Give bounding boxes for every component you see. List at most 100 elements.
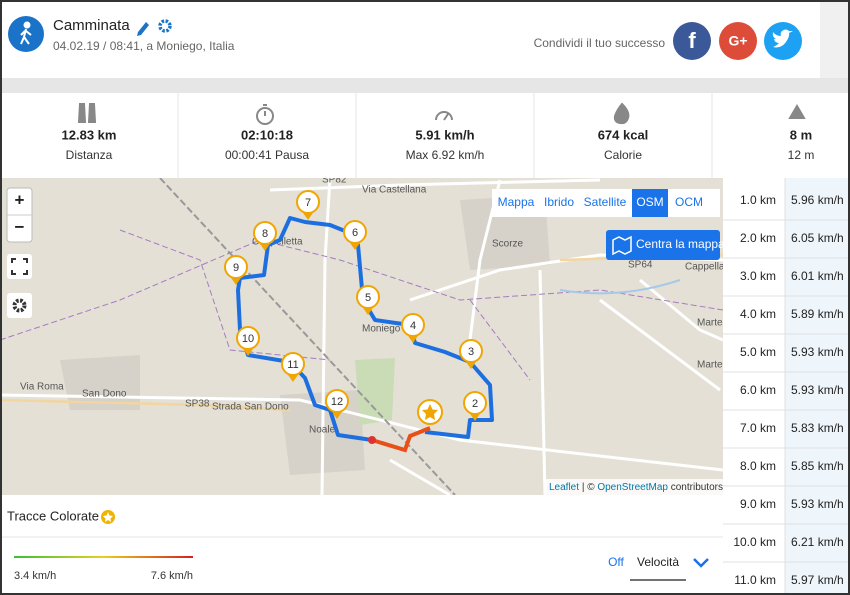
place-label: Scorze [492,239,524,250]
marker[interactable] [281,352,305,376]
title: Camminata [53,17,130,34]
layer-option[interactable]: OCM [675,195,703,209]
speed-column [785,178,850,595]
marker-label: 3 [468,346,474,358]
marker[interactable] [224,255,248,279]
marker[interactable] [296,190,320,214]
layer-option[interactable]: Satellite [584,195,627,209]
marker[interactable] [356,285,380,309]
split-distance: 7.0 km [740,421,776,435]
stat-icon [77,103,97,123]
split-speed: 5.89 km/h [791,307,844,321]
route-start [368,436,376,444]
marker[interactable] [236,326,260,350]
split-speed: 5.83 km/h [791,421,844,435]
split-distance: 6.0 km [740,383,776,397]
layer-option[interactable]: Ibrido [544,195,574,209]
share-label: Condividi il tuo successo [534,36,666,50]
zoom-out[interactable]: − [15,217,25,236]
layer-active [632,189,668,217]
boundaries [0,229,723,381]
marker-label: 7 [305,197,311,209]
max-speed: 7.6 km/h [151,570,193,582]
marker-label: 8 [262,228,268,240]
speed-gradient [14,556,193,558]
center-button[interactable] [606,230,720,260]
settings-button[interactable] [7,293,32,318]
place-label: Noale [309,425,336,436]
river [559,279,681,295]
place-label: San Dono [82,389,127,400]
marker-label: 2 [472,398,478,410]
marker[interactable] [343,220,367,244]
marker-label: 4 [410,320,416,332]
split-distance: 1.0 km [740,193,776,207]
place-label: Martello [697,360,733,371]
osm-link[interactable]: OpenStreetMap [597,482,668,493]
split-speed: 6.05 km/h [791,231,844,245]
leaflet-link[interactable]: Leaflet [549,482,579,493]
activity-icon [8,16,44,52]
marker[interactable] [253,221,277,245]
marker-label: 12 [331,396,343,408]
fullscreen-button[interactable] [7,254,32,279]
google-button[interactable] [719,22,757,60]
mode-option[interactable]: Velocità [637,555,679,569]
facebook-button[interactable] [673,22,711,60]
place-label: Martello [697,318,733,329]
attribution-bg [545,479,723,495]
split-distance: 3.0 km [740,269,776,283]
split-speed: 6.01 km/h [791,269,844,283]
marker[interactable] [459,339,483,363]
split-speed: 5.85 km/h [791,459,844,473]
dropdown[interactable] [693,558,709,568]
split-speed: 5.93 km/h [791,345,844,359]
stat-label: Calorie [604,148,642,162]
header-edge [820,0,850,78]
facebook-icon: f [688,28,696,53]
stat-value: 674 kcal [598,127,649,142]
map[interactable]: Scorze Cappelletta Moniego Noale San Don… [0,175,733,495]
stat-value: 02:10:18 [241,127,293,142]
marker-label: 9 [233,262,239,274]
stat-icon [788,104,806,119]
split-distance: 2.0 km [740,231,776,245]
attribution-sep: | © [582,482,595,493]
place-label: Via Castellana [362,185,427,196]
marker-label: 6 [352,227,358,239]
walker [20,21,32,45]
place-label: SP38 [185,399,210,410]
attribution: Leaflet | © OpenStreetMap contributors [549,482,723,493]
stat-label: Distanza [66,148,113,162]
marker[interactable] [401,313,425,337]
settings-icon [12,298,27,313]
off-option[interactable]: Off [608,555,624,569]
split-distance: 5.0 km [740,345,776,359]
split-speed: 6.21 km/h [791,535,844,549]
route-speed [371,426,431,453]
town [60,195,550,475]
stat-label: Max 6.92 km/h [406,148,485,162]
split-distance: 11.0 km [734,573,776,587]
settings-icon[interactable] [158,19,172,33]
subtitle: 04.02.19 / 08:41, a Moniego, Italia [53,39,235,53]
layer-option[interactable]: OSM [636,195,663,209]
marker-label: 10 [242,333,254,345]
google-icon: G+ [728,33,747,49]
park [355,358,395,425]
layer-bar [492,189,720,217]
split-speed: 5.93 km/h [791,497,844,511]
min-speed: 3.4 km/h [14,570,56,582]
stat-value: 8 m [790,127,812,142]
zoom-in[interactable]: + [15,190,25,209]
marker[interactable] [463,391,487,415]
split-distance: 4.0 km [740,307,776,321]
split-speed: 5.96 km/h [791,193,844,207]
edit-icon[interactable] [137,22,149,36]
center-button-label: Centra la mappa [636,237,725,251]
marker[interactable] [325,389,349,413]
place-label: Via Roma [20,382,64,393]
layer-option[interactable]: Mappa [498,195,535,209]
